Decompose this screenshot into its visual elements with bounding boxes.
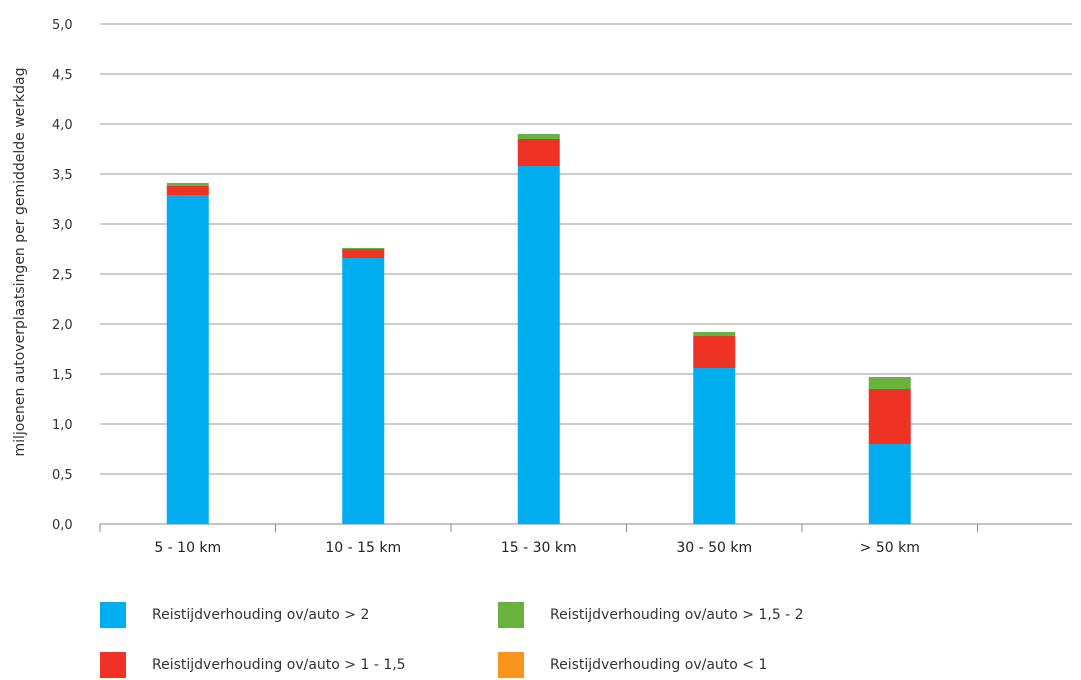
bars [166, 134, 911, 524]
x-tick-label: 5 - 10 km [154, 540, 221, 556]
y-tick-labels: 0,0 0,5 1,0 1,5 2,0 2,5 3,0 3,5 4,0 4,5 5,0 [52, 18, 73, 533]
bar-segment [868, 444, 911, 524]
x-axis: 5 - 10 km 10 - 15 km 15 - 30 km 30 - 50 km >… [99, 523, 1072, 556]
gridlines [100, 23, 1072, 475]
legend-swatch-ratio-under-1 [498, 652, 524, 678]
legend-item-ratio-1-1-5: Reistijdverhouding ov/auto > 1 - 1,5 [100, 652, 406, 678]
bar-segment [166, 183, 209, 186]
x-tick-label: 30 - 50 km [676, 540, 752, 556]
x-tick-label: 10 - 15 km [325, 540, 401, 556]
legend-label: Reistijdverhouding ov/auto < 1 [550, 657, 768, 673]
y-tick-label: 4,5 [52, 68, 73, 83]
y-tick-label: 0,0 [52, 518, 73, 533]
chart: 0,0 0,5 1,0 1,5 2,0 2,5 3,0 3,5 4,0 4,5 5,0 5 - 10… [12, 18, 1072, 556]
bar-segment [342, 249, 385, 258]
legend-swatch-ratio-1-1-5 [100, 652, 126, 678]
legend-swatch-ratio-over-2 [100, 602, 126, 628]
legend-label: Reistijdverhouding ov/auto > 1 - 1,5 [152, 657, 406, 673]
x-tick-label: > 50 km [860, 540, 920, 556]
y-axis-label: miljoenen autoverplaatsingen per gemidde… [12, 68, 28, 457]
y-tick-label: 1,5 [52, 368, 73, 383]
bar-segment [693, 368, 736, 524]
bar-segment [693, 336, 736, 368]
bar-segment [517, 166, 560, 524]
y-tick-label: 3,5 [52, 168, 73, 183]
legend-label: Reistijdverhouding ov/auto > 1,5 - 2 [550, 607, 804, 623]
bar-segment [166, 186, 209, 195]
bar-segment [166, 195, 209, 524]
bar-segment [517, 134, 560, 139]
y-tick-label: 5,0 [52, 18, 73, 33]
legend-item-ratio-over-2: Reistijdverhouding ov/auto > 2 [100, 602, 369, 628]
bar-segment [868, 377, 911, 389]
y-tick-label: 2,0 [52, 318, 73, 333]
y-tick-label: 4,0 [52, 118, 73, 133]
y-tick-label: 3,0 [52, 218, 73, 233]
bar-segment [693, 332, 736, 336]
legend-item-ratio-1-5-2: Reistijdverhouding ov/auto > 1,5 - 2 [498, 602, 804, 628]
bar-segment [342, 258, 385, 524]
bar-segment [517, 139, 560, 166]
y-tick-label: 2,5 [52, 268, 73, 283]
bar-segment [342, 248, 385, 249]
y-tick-label: 0,5 [52, 468, 73, 483]
legend-swatch-ratio-1-5-2 [498, 602, 524, 628]
legend-label: Reistijdverhouding ov/auto > 2 [152, 607, 370, 623]
x-tick-label: 15 - 30 km [501, 540, 577, 556]
bar-segment [868, 389, 911, 444]
legend-item-ratio-under-1: Reistijdverhouding ov/auto < 1 [498, 652, 767, 678]
y-tick-label: 1,0 [52, 418, 73, 433]
